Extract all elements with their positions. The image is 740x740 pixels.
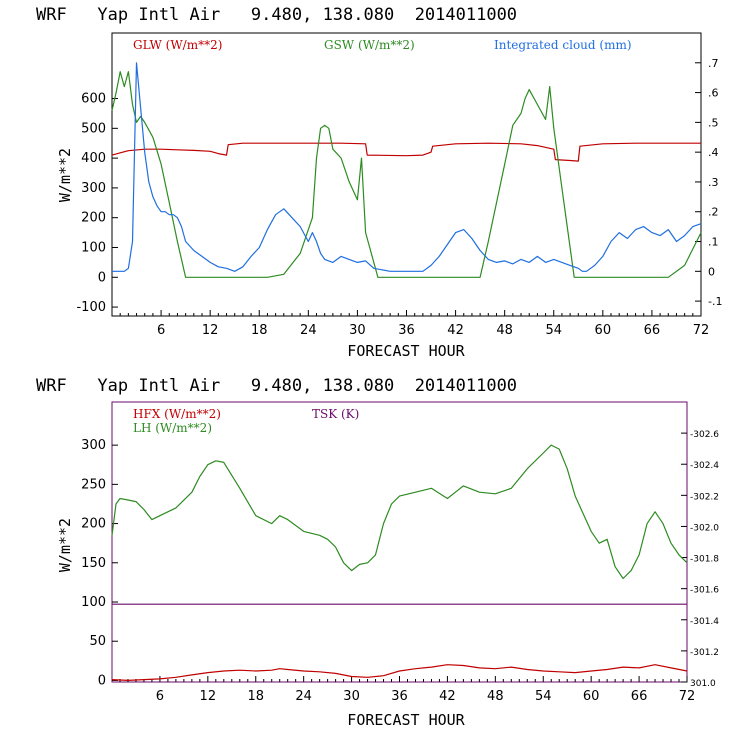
chart2-xtick-label: 18 xyxy=(247,689,264,704)
chart2-ytick-label: 50 xyxy=(89,634,106,649)
chart1-legend-cloud: Integrated cloud (mm) xyxy=(494,38,632,52)
chart2-xtick-label: 42 xyxy=(439,689,456,704)
chart1-xtick-label: 12 xyxy=(202,323,219,338)
chart2-xtick-label: 66 xyxy=(631,689,648,704)
chart2-xtick-label: 36 xyxy=(391,689,408,704)
chart1-legend-glw: GLW (W/m**2) xyxy=(133,38,222,52)
chart1-ytick-label: 0 xyxy=(98,270,106,285)
chart2-xtick-label: 30 xyxy=(343,689,360,704)
chart1-xtick-label: 18 xyxy=(251,323,268,338)
chart1-y2tick-label: .1 xyxy=(708,236,719,249)
chart2-ytick-label: 250 xyxy=(81,477,106,492)
chart1-y2tick-label: .4 xyxy=(708,146,719,159)
chart1-title: WRF Yap Intl Air 9.480, 138.080 20140110… xyxy=(36,5,517,25)
chart1-xtick-label: 36 xyxy=(398,323,415,338)
chart1-xtick-label: 72 xyxy=(693,323,710,338)
chart2-y2tick-label: -302.6 xyxy=(690,430,719,440)
chart1-xtick-label: 24 xyxy=(300,323,317,338)
chart2-xtick-label: 24 xyxy=(295,689,312,704)
chart2-xtick-label: 54 xyxy=(535,689,552,704)
chart1-ytick-label: 600 xyxy=(81,92,106,107)
chart2-y2tick-label: -302.0 xyxy=(690,523,719,533)
chart1-y2tick-label: .6 xyxy=(708,87,719,100)
chart1-xlabel: FORECAST HOUR xyxy=(347,342,465,360)
chart1-ytick-label: 200 xyxy=(81,211,106,226)
chart2-y2tick-label: -301.2 xyxy=(690,648,719,658)
chart1-y2tick-label: .5 xyxy=(708,116,719,129)
chart1-xtick-label: 6 xyxy=(157,323,165,338)
chart2-ytick-label: 150 xyxy=(81,556,106,571)
chart2-legend-lh: LH (W/m**2) xyxy=(133,421,212,435)
chart2-xtick-label: 48 xyxy=(487,689,504,704)
chart2-xtick-label: 60 xyxy=(583,689,600,704)
chart1-y2tick-label: .2 xyxy=(708,206,719,219)
chart2-xlabel: FORECAST HOUR xyxy=(347,711,465,729)
chart2-y2tick-label: 301.0 xyxy=(690,679,716,689)
chart1-xtick-label: 54 xyxy=(545,323,562,338)
chart2-xtick-label: 12 xyxy=(200,689,217,704)
chart1-ytick-label: 100 xyxy=(81,240,106,255)
chart1-ytick-label: 300 xyxy=(81,181,106,196)
chart1-xtick-label: 42 xyxy=(447,323,464,338)
chart2-y2tick-label: -301.8 xyxy=(690,555,719,565)
chart2-ylabel: W/m**2 xyxy=(56,518,74,572)
chart2-ytick-label: 0 xyxy=(98,673,106,688)
chart2-y2tick-label: -302.4 xyxy=(690,461,719,471)
chart2-ytick-label: 200 xyxy=(81,517,106,532)
chart1-y2tick-label: 0 xyxy=(708,265,715,278)
chart1-ytick-label: -100 xyxy=(76,300,106,315)
chart2-y2tick-label: -301.4 xyxy=(690,617,719,627)
chart1-y2tick-label: .3 xyxy=(708,176,719,189)
chart1-xtick-label: 66 xyxy=(644,323,661,338)
chart1-series-glw-line xyxy=(111,142,701,162)
chart1-y2tick-label: .7 xyxy=(708,57,719,70)
chart1-series-gsw-line xyxy=(111,71,702,278)
chart1-xtick-label: 60 xyxy=(595,323,612,338)
chart1-ytick-label: 400 xyxy=(81,151,106,166)
chart1-legend-gsw: GSW (W/m**2) xyxy=(324,38,415,52)
chart1-y2tick-label: -.1 xyxy=(708,295,722,308)
chart2-legend-hfx: HFX (W/m**2) xyxy=(133,407,221,421)
chart2-xtick-label: 72 xyxy=(679,689,696,704)
chart2-xtick-label: 6 xyxy=(156,689,164,704)
chart2-ytick-label: 100 xyxy=(81,595,106,610)
chart1-ytick-label: 500 xyxy=(81,121,106,136)
chart2-y2tick-label: -301.6 xyxy=(690,586,719,596)
chart1-xtick-label: 30 xyxy=(349,323,366,338)
chart2-series-hfx-line xyxy=(111,664,688,682)
chart2-y2tick-label: -302.2 xyxy=(690,492,719,502)
chart1-series-integrated-line xyxy=(112,62,702,272)
chart1-ylabel: W/m**2 xyxy=(56,148,74,202)
chart2-legend-tsk: TSK (K) xyxy=(312,407,359,421)
chart2-series-lh-line xyxy=(111,444,688,580)
chart2-ytick-label: 300 xyxy=(81,438,106,453)
chart2-title: WRF Yap Intl Air 9.480, 138.080 20140110… xyxy=(36,376,517,396)
chart1-plot-frame xyxy=(111,32,702,317)
chart1-xtick-label: 48 xyxy=(496,323,513,338)
